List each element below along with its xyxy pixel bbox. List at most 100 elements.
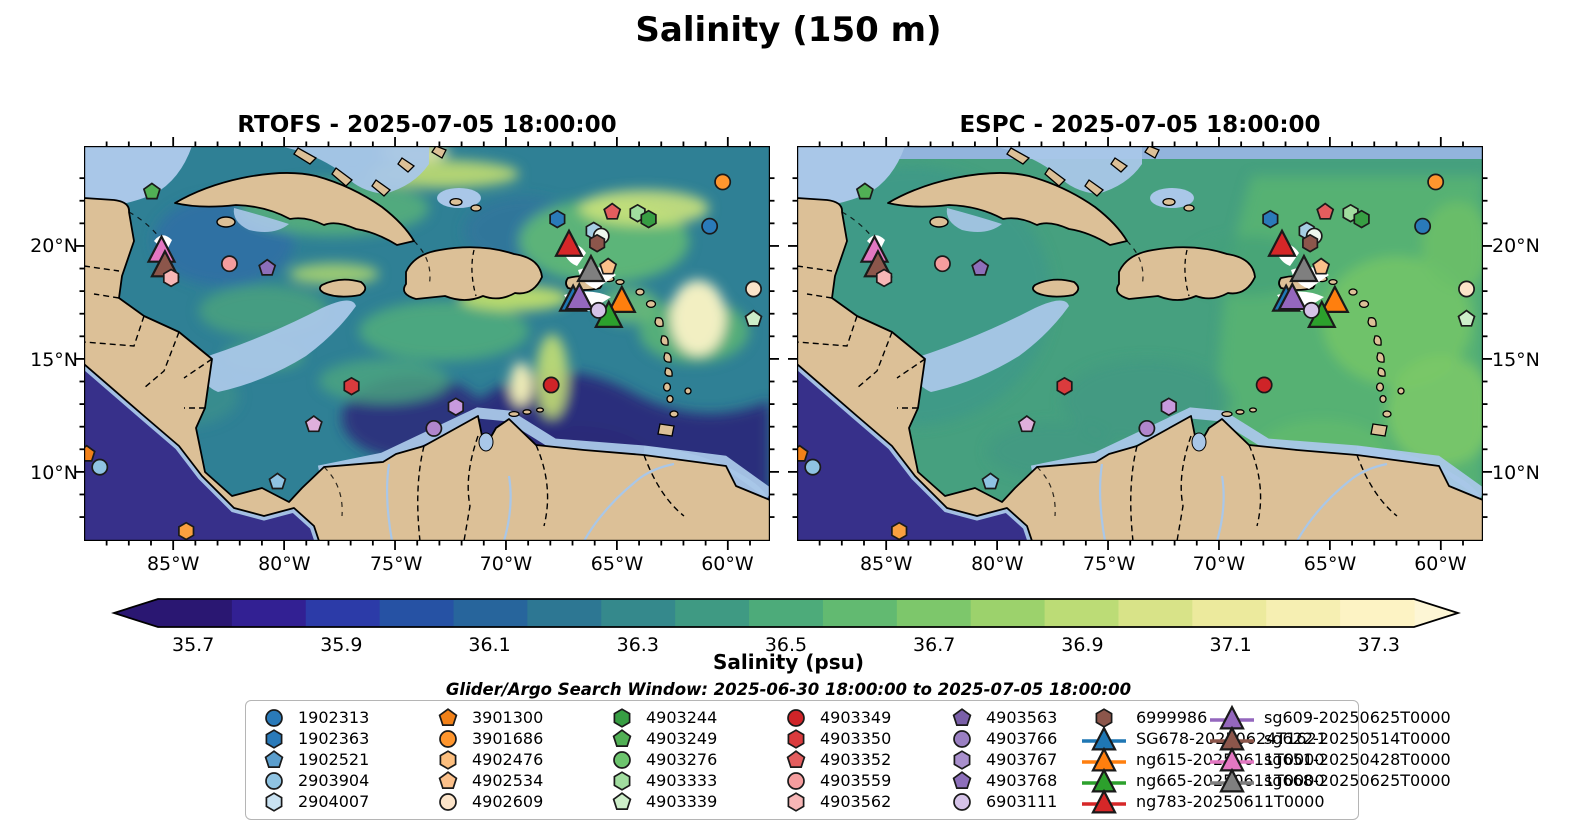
legend-entry-3901686: 3901686 xyxy=(246,728,1358,750)
legend-argo-circle xyxy=(439,793,457,811)
legend-argo-hexagon xyxy=(787,729,805,749)
legend-label: 4903276 xyxy=(646,750,718,769)
argo-1902363 xyxy=(549,209,566,229)
legend-glider-triangle xyxy=(1219,746,1245,772)
pentagon-marker-icon xyxy=(952,708,972,726)
legend-label: 4903562 xyxy=(820,792,892,811)
argo-4903352 xyxy=(1316,202,1335,220)
legend-argo-circle xyxy=(787,709,805,727)
legend-argo-pentagon xyxy=(612,792,632,810)
colorbar-tick: 36.5 xyxy=(764,634,808,656)
argo-6903111 xyxy=(590,301,607,319)
legend-label: 4903563 xyxy=(986,708,1058,727)
lon-tick-label: 65°W xyxy=(590,553,644,575)
legend-entry-1902521: 1902521 xyxy=(246,749,1358,771)
colorbar-tick: 37.3 xyxy=(1357,634,1400,656)
argo-4903563 xyxy=(258,258,277,276)
legend-label: 2904007 xyxy=(298,792,370,811)
argo-4902476 xyxy=(891,521,908,541)
circle-marker-icon xyxy=(439,730,457,748)
lat-tick-label-right: 20°N xyxy=(1492,234,1540,257)
legend-label: 4903352 xyxy=(820,750,892,769)
argo-1902521 xyxy=(268,472,287,490)
platform-legend: 1902313 1902363 1902521 2903904 2904007 39013… xyxy=(245,700,1451,820)
lon-tick-label: 60°W xyxy=(1414,553,1467,575)
legend-argo-pentagon xyxy=(952,708,972,726)
argo-4903563 xyxy=(971,258,990,276)
lat-tick-label-right: 15°N xyxy=(1492,349,1540,372)
circle-marker-icon xyxy=(787,772,805,790)
argo-4903349 xyxy=(542,376,560,394)
argo-4903767 xyxy=(1160,397,1177,417)
legend-glider-triangle xyxy=(1219,767,1245,793)
legend-entry-4903276: 4903276 xyxy=(246,749,1358,771)
legend-entry-4903766: 4903766 xyxy=(246,728,1358,750)
argo-4903249 xyxy=(855,182,874,200)
legend-label: 6999986 xyxy=(1136,708,1208,727)
legend-label: 4903766 xyxy=(986,729,1058,748)
panel-title-rtofs: RTOFS - 2025-07-05 18:00:00 xyxy=(237,112,617,138)
legend-label: 6903111 xyxy=(986,792,1058,811)
glider-ng615 xyxy=(607,284,637,313)
legend-entry-4903767: 4903767 xyxy=(246,749,1358,771)
legend-label: 3901686 xyxy=(472,729,544,748)
legend-label: sg668-20250625T0000 xyxy=(1264,771,1451,790)
argo-4903244 xyxy=(1353,209,1370,229)
colorbar-tick: 36.3 xyxy=(616,634,659,656)
legend-entry-2903904: 2903904 xyxy=(246,770,1358,792)
legend-entry-4902609: 4902609 xyxy=(246,791,1358,813)
legend-label: 4903350 xyxy=(820,729,892,748)
glider-track-marker-icon xyxy=(1082,788,1126,814)
panel-title-espc: ESPC - 2025-07-05 18:00:00 xyxy=(959,112,1321,138)
lon-tick-label: 85°W xyxy=(859,553,913,575)
argo-4902534 xyxy=(1312,257,1331,275)
legend-entry-4903244: 4903244 xyxy=(246,707,1358,729)
lon-tick-label: 75°W xyxy=(369,553,423,575)
argo-4903559 xyxy=(220,255,238,273)
argo-2903904 xyxy=(804,458,822,476)
pentagon-marker-icon xyxy=(612,729,632,747)
legend-entry-sg609-20250625T0000: sg609-20250625T0000 xyxy=(246,704,1451,730)
legend-entry-4903249: 4903249 xyxy=(246,728,1358,750)
glider-track-marker-icon xyxy=(1210,767,1254,793)
argo-4902534 xyxy=(599,257,618,275)
pentagon-marker-icon xyxy=(952,771,972,789)
argo-3901686 xyxy=(714,173,732,191)
legend-label: 4903349 xyxy=(820,708,892,727)
lat-tick-label-right: 10°N xyxy=(1492,462,1540,485)
legend-label: 4903249 xyxy=(646,729,718,748)
legend-label: 4903559 xyxy=(820,771,892,790)
glider-track-marker-icon xyxy=(1210,746,1254,772)
legend-argo-pentagon xyxy=(438,708,458,726)
hexagon-marker-icon xyxy=(613,708,631,728)
argo-4903249 xyxy=(142,182,161,200)
legend-label: sg609-20250625T0000 xyxy=(1264,708,1451,727)
argo-4903768 xyxy=(1017,415,1036,433)
lat-tick-label-left: 10°N xyxy=(30,462,78,485)
legend-entry-6903111: 6903111 xyxy=(246,791,1358,813)
circle-marker-icon xyxy=(613,751,631,769)
argo-1902313 xyxy=(701,217,719,235)
marker-layer xyxy=(797,173,1476,541)
legend-label: 2903904 xyxy=(298,771,370,790)
legend-entry-sg651-20250428T0000: sg651-20250428T0000 xyxy=(246,746,1451,772)
argo-4902609 xyxy=(745,280,762,298)
argo-4903766 xyxy=(425,419,443,437)
circle-marker-icon xyxy=(953,730,971,748)
axis-ticks xyxy=(75,137,779,550)
legend-label: 3901300 xyxy=(472,708,544,727)
argo-4902476 xyxy=(178,521,195,541)
hexagon-marker-icon xyxy=(613,771,631,791)
argo-4903767 xyxy=(447,397,464,417)
circle-marker-icon xyxy=(265,709,283,727)
figure-title: Salinity (150 m) xyxy=(635,10,942,50)
argo-6999986 xyxy=(1302,233,1319,253)
glider-ng615 xyxy=(1320,284,1350,313)
lon-tick-label: 80°W xyxy=(971,553,1024,575)
argo-3901686 xyxy=(1427,173,1445,191)
legend-argo-pentagon xyxy=(952,771,972,789)
legend-glider-triangle xyxy=(1219,704,1245,730)
legend-entry-4903563: 4903563 xyxy=(246,707,1358,729)
colorbar-tick: 36.7 xyxy=(913,634,956,656)
